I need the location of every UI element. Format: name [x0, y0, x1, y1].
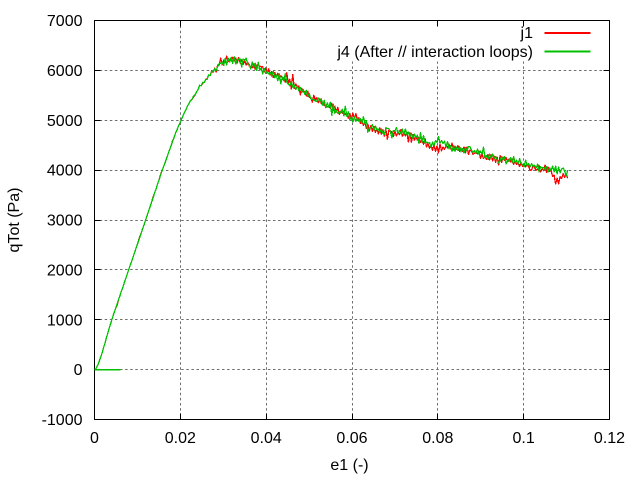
svg-text:j1: j1 [520, 25, 534, 42]
svg-text:0: 0 [74, 362, 83, 379]
svg-text:1000: 1000 [47, 312, 83, 329]
svg-text:0.02: 0.02 [165, 430, 196, 447]
svg-text:2000: 2000 [47, 262, 83, 279]
svg-text:6000: 6000 [47, 63, 83, 80]
svg-text:0: 0 [90, 430, 99, 447]
svg-text:0.08: 0.08 [422, 430, 453, 447]
svg-text:5000: 5000 [47, 113, 83, 130]
svg-text:qTot (Pa): qTot (Pa) [6, 188, 23, 253]
svg-text:j4 (After // interaction loops: j4 (After // interaction loops) [336, 44, 533, 61]
svg-text:0.1: 0.1 [513, 430, 535, 447]
svg-text:0.12: 0.12 [594, 430, 625, 447]
svg-text:4000: 4000 [47, 163, 83, 180]
svg-text:e1 (-): e1 (-) [330, 457, 368, 474]
svg-text:0.04: 0.04 [251, 430, 282, 447]
svg-text:3000: 3000 [47, 213, 83, 230]
svg-text:7000: 7000 [47, 13, 83, 30]
svg-text:-1000: -1000 [42, 412, 83, 429]
svg-text:0.06: 0.06 [336, 430, 367, 447]
